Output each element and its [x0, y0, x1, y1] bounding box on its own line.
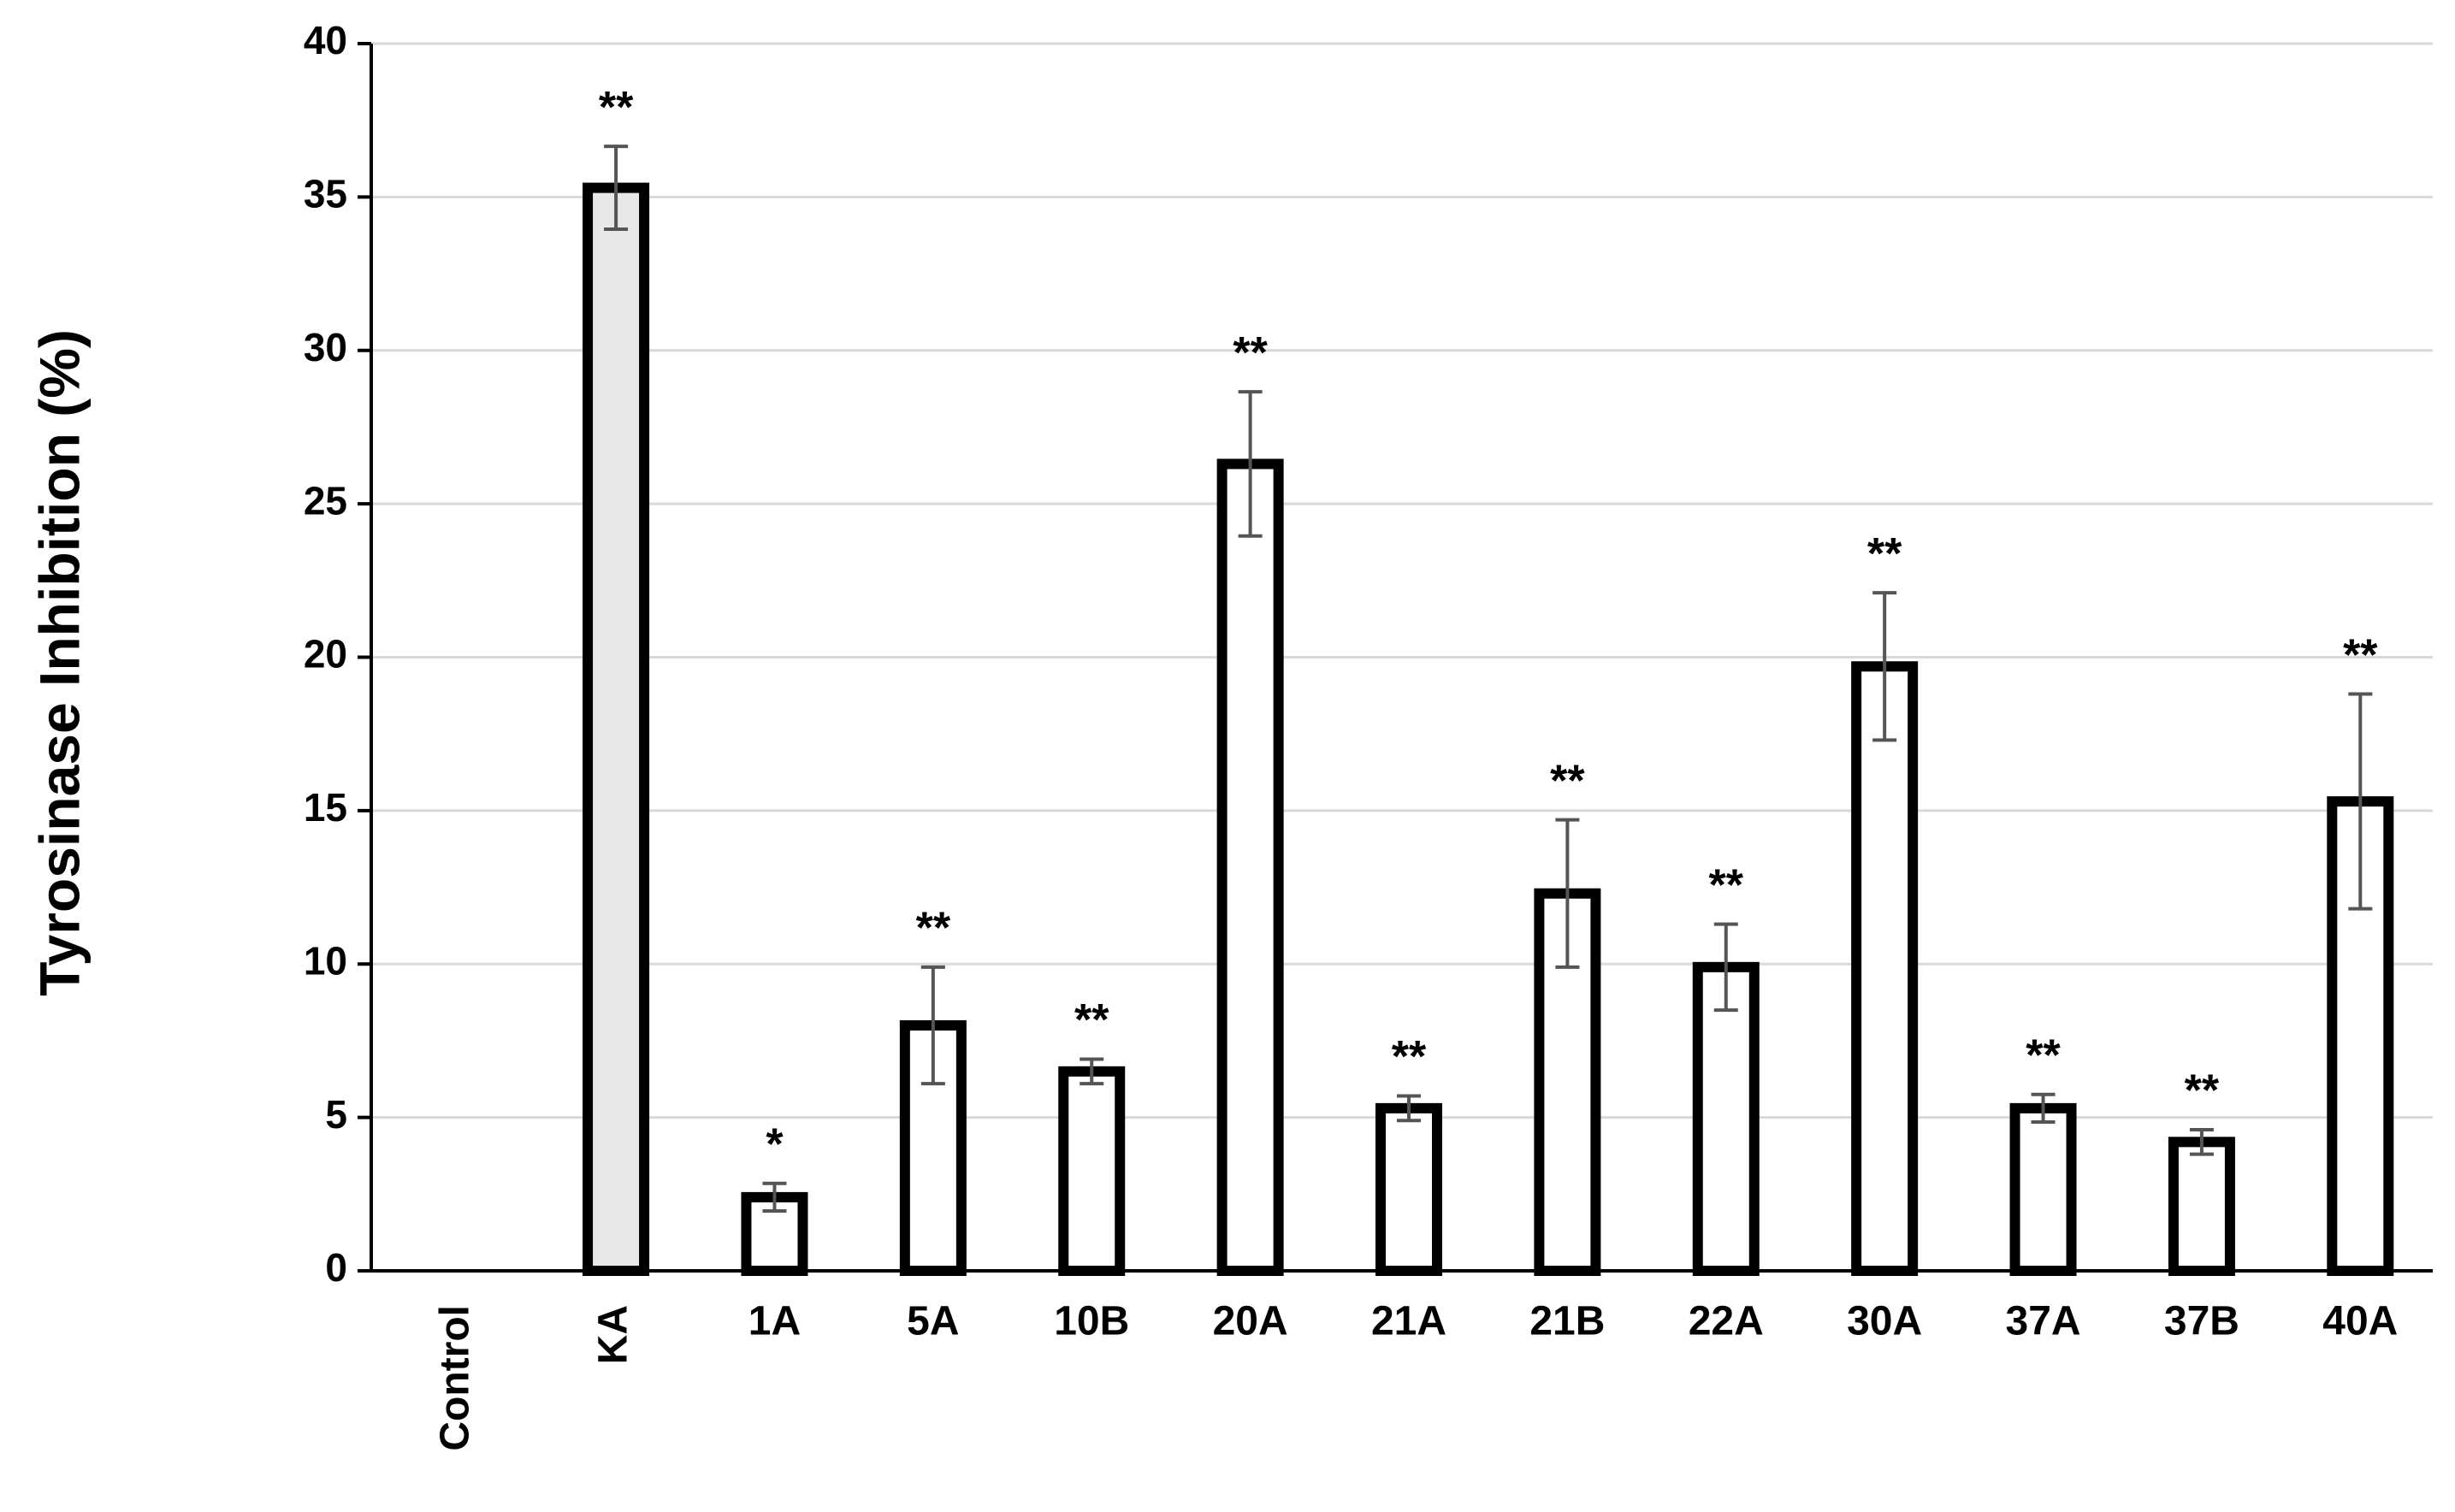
- x-tick-label: 37B: [2164, 1299, 2239, 1344]
- bar: [1375, 1102, 1442, 1277]
- bar: [1851, 661, 1919, 1276]
- significance-label: **: [1709, 860, 1744, 910]
- significance-label: **: [2343, 630, 2378, 680]
- x-tick-label: 37A: [2006, 1299, 2081, 1344]
- significance-label: **: [1074, 995, 1109, 1045]
- y-tick-label: 35: [304, 172, 347, 216]
- x-tick-label: 22A: [1689, 1299, 1764, 1344]
- bar: [1058, 1066, 1126, 1276]
- bar: [1216, 458, 1284, 1276]
- x-tick-label: 1A: [748, 1299, 801, 1344]
- y-tick-label: 40: [304, 18, 347, 62]
- x-tick-label: 5A: [907, 1299, 959, 1344]
- significance-label: **: [1867, 529, 1902, 579]
- x-tick-label: 21B: [1529, 1299, 1605, 1344]
- y-tick-label: 0: [325, 1245, 347, 1290]
- y-tick-label: 20: [304, 632, 347, 676]
- bar: [2009, 1102, 2077, 1277]
- bar: [1692, 961, 1760, 1277]
- significance-label: *: [766, 1119, 784, 1169]
- y-tick-label: 15: [304, 785, 347, 830]
- significance-label: **: [1550, 756, 1585, 806]
- y-tick-label: 10: [304, 938, 347, 983]
- y-tick-label: 5: [325, 1092, 347, 1137]
- x-tick-label: 20A: [1213, 1299, 1288, 1344]
- bar: [583, 182, 650, 1276]
- x-tick-label: 10B: [1054, 1299, 1129, 1344]
- significance-label: **: [2026, 1031, 2061, 1080]
- bar: [2168, 1137, 2235, 1276]
- significance-label: **: [1392, 1032, 1427, 1082]
- x-tick-label: 30A: [1847, 1299, 1922, 1344]
- x-tick-label: Control: [432, 1305, 477, 1451]
- x-tick-label: 40A: [2322, 1299, 2398, 1344]
- significance-label: **: [2185, 1066, 2220, 1116]
- significance-label: **: [916, 904, 951, 954]
- y-tick-label: 25: [304, 478, 347, 523]
- significance-label: **: [1233, 328, 1268, 378]
- y-axis-title: Tyrosinase Inhibition (%): [27, 329, 91, 996]
- x-tick-label: KA: [591, 1305, 636, 1364]
- y-tick-label: 30: [304, 325, 347, 369]
- significance-label: **: [599, 83, 634, 133]
- x-tick-label: 21A: [1371, 1299, 1446, 1344]
